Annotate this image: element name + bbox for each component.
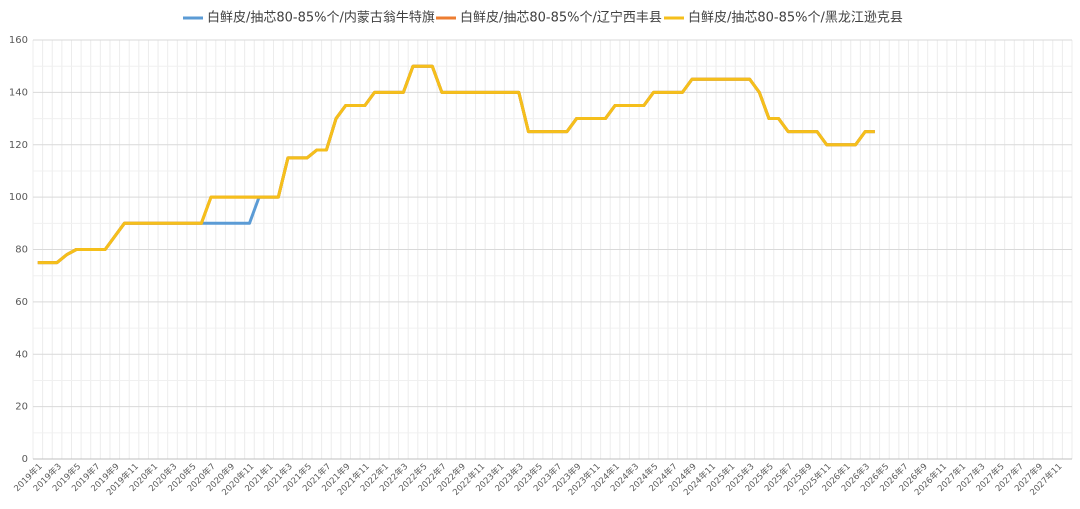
y-tick-label: 20 (15, 402, 28, 413)
y-tick-label: 60 (15, 297, 28, 308)
y-tick-label: 100 (9, 192, 28, 203)
series-line (37, 64, 875, 265)
y-tick-label: 0 (22, 454, 28, 465)
legend-label: 白鲜皮/抽芯80-85%个/辽宁西丰县 (460, 10, 662, 26)
legend-label: 白鲜皮/抽芯80-85%个/内蒙古翁牛特旗 (207, 10, 435, 26)
y-tick-label: 120 (9, 140, 28, 151)
y-tick-label: 160 (9, 35, 28, 46)
y-tick-label: 140 (9, 87, 28, 98)
legend-label: 白鲜皮/抽芯80-85%个/黑龙江逊克县 (688, 10, 903, 26)
y-tick-label: 80 (15, 245, 28, 256)
y-tick-label: 40 (15, 349, 28, 360)
